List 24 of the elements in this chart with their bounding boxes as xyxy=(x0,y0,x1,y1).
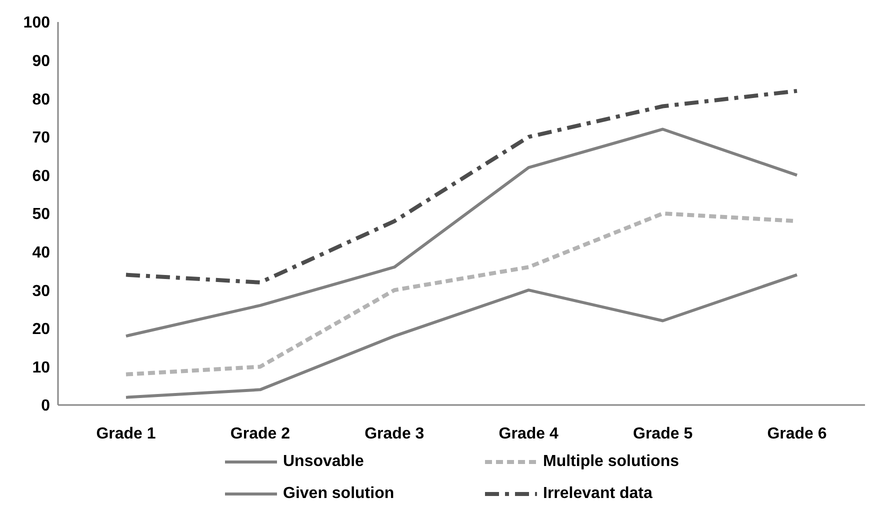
y-tick-label: 50 xyxy=(32,206,50,224)
x-tick-label: Grade 4 xyxy=(498,425,558,442)
y-tick-label: 40 xyxy=(32,244,50,262)
legend-label: Given solution xyxy=(283,485,394,503)
y-tick-label: 80 xyxy=(32,91,50,108)
legend-label: Unsovable xyxy=(283,453,364,471)
x-tick-label: Grade 6 xyxy=(767,425,827,442)
y-tick-label: 20 xyxy=(32,321,50,338)
x-tick-label: Grade 3 xyxy=(364,425,424,442)
y-tick-label: 70 xyxy=(32,130,50,147)
y-tick-label: 0 xyxy=(41,398,50,415)
x-tick-label: Grade 2 xyxy=(230,425,290,442)
line-series xyxy=(124,128,798,338)
x-tick-label: Grade 5 xyxy=(633,425,693,442)
legend-label: Irrelevant data xyxy=(543,485,652,503)
y-tick-label: 90 xyxy=(32,52,50,70)
y-tick-label: 60 xyxy=(32,168,50,185)
y-tick-label: 30 xyxy=(32,282,50,300)
legend-label: Multiple solutions xyxy=(543,453,679,471)
line-series xyxy=(124,88,799,284)
y-tick-label: 10 xyxy=(32,359,50,376)
y-tick-label: 100 xyxy=(23,14,50,32)
line-series xyxy=(124,273,798,399)
x-tick-label: Grade 1 xyxy=(96,425,156,442)
